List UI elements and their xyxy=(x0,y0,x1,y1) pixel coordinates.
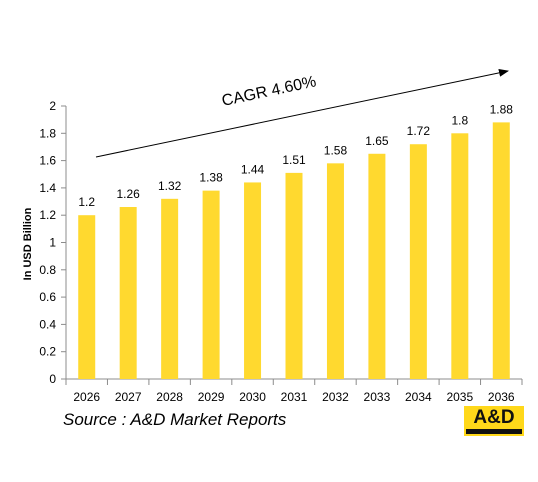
bar xyxy=(244,182,262,379)
bar-value-label: 1.26 xyxy=(117,187,141,201)
y-tick-label: 1.2 xyxy=(39,208,56,222)
bar xyxy=(409,144,427,379)
bar-value-label: 1.38 xyxy=(199,171,223,185)
x-tick-label: 2032 xyxy=(322,390,349,404)
data-labels: 1.2 1.26 1.32 1.38 1.44 1.51 1.58 1.65 1.72 1.8 1.… xyxy=(78,102,513,209)
logo-strip xyxy=(466,429,522,434)
bar xyxy=(119,207,137,379)
x-tick-label: 2027 xyxy=(115,390,142,404)
x-tick-label: 2029 xyxy=(198,390,225,404)
bar-value-label: 1.72 xyxy=(407,124,431,138)
bar xyxy=(492,122,510,379)
y-tick-label: 0.2 xyxy=(39,345,56,359)
bar-value-label: 1.58 xyxy=(324,143,348,157)
bar-value-label: 1.65 xyxy=(365,134,389,148)
y-tick-label: 1.6 xyxy=(39,154,56,168)
y-axis: 0 0.2 0.4 0.6 0.8 1 1.2 1.4 1.6 1.8 2 xyxy=(39,99,67,386)
x-tick-label: 2031 xyxy=(281,390,308,404)
x-tick-label: 2036 xyxy=(488,390,515,404)
bar-value-label: 1.44 xyxy=(241,162,265,176)
bar-value-label: 1.8 xyxy=(451,113,468,127)
bar xyxy=(451,133,469,379)
trend-arrow xyxy=(95,68,509,158)
bars xyxy=(78,122,510,379)
x-tick-label: 2030 xyxy=(239,390,266,404)
bar xyxy=(161,198,179,379)
bar xyxy=(285,172,303,379)
bar xyxy=(78,215,96,379)
bar-value-label: 1.88 xyxy=(490,102,514,116)
bar xyxy=(326,163,344,379)
bar-value-label: 1.2 xyxy=(78,195,95,209)
y-tick-label: 0.8 xyxy=(39,263,56,277)
x-axis: 2026 2027 2028 2029 2030 2031 2032 2033 2034 2035… xyxy=(65,378,523,404)
y-tick-label: 2 xyxy=(49,99,56,113)
cagr-annotation: CAGR 4.60% xyxy=(220,73,317,110)
x-tick-label: 2033 xyxy=(364,390,391,404)
x-tick-label: 2028 xyxy=(156,390,183,404)
y-axis-title: In USD Billion xyxy=(22,207,34,280)
y-tick-label: 0 xyxy=(49,372,56,386)
bar xyxy=(202,190,220,379)
bar-value-label: 1.32 xyxy=(158,179,182,193)
y-tick-label: 0.4 xyxy=(39,317,56,331)
x-tick-label: 2034 xyxy=(405,390,432,404)
y-tick-label: 1.8 xyxy=(39,126,56,140)
source-note: Source : A&D Market Reports xyxy=(63,410,287,429)
brand-logo: A&D xyxy=(464,406,524,436)
bar-value-label: 1.51 xyxy=(282,153,306,167)
bar xyxy=(368,153,386,379)
logo-text: A&D xyxy=(473,407,515,428)
x-tick-label: 2035 xyxy=(446,390,473,404)
y-tick-label: 0.6 xyxy=(39,290,56,304)
y-tick-label: 1.4 xyxy=(39,181,56,195)
x-tick-label: 2026 xyxy=(73,390,100,404)
y-tick-label: 1 xyxy=(49,236,56,250)
